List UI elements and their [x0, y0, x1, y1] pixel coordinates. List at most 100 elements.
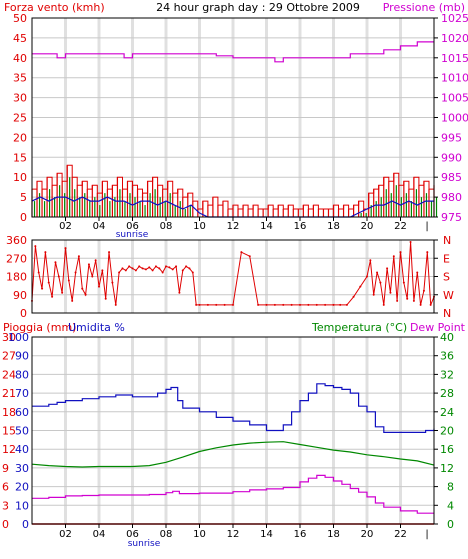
wind-direction-point [47, 281, 50, 284]
humidity-tick-100: 100 [8, 331, 29, 344]
x-tick-label-14-bottom: 14 [260, 529, 273, 540]
wind-direction-point [84, 293, 87, 296]
wind-direction-point [181, 269, 184, 272]
temperature-axis-label: Temperatura (°C) [311, 321, 407, 334]
x-tick-label-02-top: 02 [59, 221, 72, 232]
wind-direction-point [195, 303, 198, 306]
wind-tick-15: 15 [13, 151, 27, 164]
humidity-tick-30: 30 [15, 462, 29, 475]
wind-direction-point [178, 291, 181, 294]
wind-direction-point [412, 299, 415, 302]
wind-direction-point [307, 303, 310, 306]
dewpoint-axis-label: Dew Point [410, 321, 466, 334]
humidity-tick-80: 80 [15, 368, 29, 381]
average-wind-line [31, 196, 434, 218]
wind-direction-point [34, 245, 37, 248]
wind-direction-point [44, 251, 47, 254]
wind-direction-point [101, 269, 104, 272]
temperature-tick-16: 16 [440, 443, 454, 456]
x-tick-label-04-bottom: 04 [93, 529, 106, 540]
wind-direction-point [392, 255, 395, 258]
temperature-x-axis: 02 04 06 08 10 12 14 16 18 20 22 | [59, 524, 429, 540]
temperature-tick-32: 32 [440, 368, 454, 381]
wind-direction-point [67, 279, 70, 282]
wind-direction-point [406, 297, 409, 300]
rain-tick-3: 3 [2, 499, 9, 512]
pressure-tick-1005: 1005 [441, 92, 468, 105]
x-tick-label-22-bottom: 22 [394, 529, 407, 540]
direction-tick-360: 360 [6, 234, 27, 247]
wind-direction-point [422, 289, 425, 292]
pressure-tick-1000: 1000 [441, 112, 468, 125]
x-tick-label-18-bottom: 18 [327, 529, 340, 540]
gust-line [32, 164, 435, 210]
x-tick-label-18-top: 18 [327, 221, 340, 232]
pressure-tick-975: 975 [441, 211, 462, 224]
direction-degree-axis: 0 90 180 270 360 [6, 234, 27, 320]
humidity-line [32, 383, 435, 433]
wind-direction-point [188, 267, 191, 270]
wind-tick-40: 40 [13, 52, 27, 65]
temperature-tick-36: 36 [440, 350, 454, 363]
temperature-tick-24: 24 [440, 406, 454, 419]
wind-direction-point [121, 267, 124, 270]
x-tick-label-06-top: 06 [126, 221, 139, 232]
wind-direction-point [429, 303, 432, 306]
humidity-axis-label: Umidita % [68, 321, 125, 334]
wind-tick-10: 10 [13, 171, 27, 184]
wind-direction-point [128, 265, 131, 268]
wind-direction-point [114, 303, 117, 306]
wind-direction-point [191, 271, 194, 274]
rain-tick-27: 27 [2, 350, 16, 363]
wind-direction-point [332, 303, 335, 306]
wind-direction-point [223, 303, 226, 306]
sunrise-label-bottom: sunrise [128, 539, 161, 549]
wind-direction-point [426, 251, 429, 254]
wind-direction-point [158, 267, 161, 270]
temperature-line [31, 441, 435, 468]
wind-direction-point [399, 251, 402, 254]
wind-direction-point [282, 303, 285, 306]
wind-direction-point [91, 275, 94, 278]
wind-direction-point [299, 303, 301, 306]
wind-direction-point [81, 287, 84, 290]
wind-direction-point [290, 303, 293, 306]
compass-label-1: E [443, 252, 450, 265]
wind-direction-point [379, 281, 382, 284]
temperature-tick-40: 40 [440, 331, 454, 344]
pressure-tick-990: 990 [441, 151, 462, 164]
pressure-y-axis: 975 980 985 990 995 1000 1005 1010 1015 1020 1025 [434, 12, 468, 224]
x-tick-label-20-bottom: 20 [361, 529, 374, 540]
wind-x-axis: 02 04 06 08 10 12 14 16 18 20 22 | [59, 217, 429, 232]
wind-tick-35: 35 [13, 72, 27, 85]
x-tick-label-06-bottom: 06 [126, 529, 139, 540]
humidity-y-axis: 0 10 20 30 40 50 60 70 80 90 100 [8, 331, 29, 531]
wind-direction-point [124, 269, 127, 272]
dewpoint-line [32, 474, 434, 514]
wind-tick-5: 5 [20, 191, 27, 204]
wind-direction-point [171, 268, 174, 271]
temperature-tick-8: 8 [447, 481, 454, 494]
wind-direction-point [396, 299, 399, 302]
humidity-tick-50: 50 [15, 425, 29, 438]
x-tick-label-22-top: 22 [394, 221, 407, 232]
wind-direction-point [206, 303, 209, 306]
temperature-tick-0: 0 [447, 518, 454, 531]
wind-direction-point [57, 275, 60, 278]
wind-tick-0: 0 [20, 211, 27, 224]
rain-tick-15: 15 [2, 425, 16, 438]
pressure-tick-1010: 1010 [441, 72, 468, 85]
compass-label-3: W [443, 289, 454, 302]
wind-direction-point [77, 255, 80, 258]
rain-axis-label: Pioggia (mm) [3, 321, 76, 334]
x-tick-label-08-top: 08 [160, 221, 173, 232]
x-tick-label-20-top: 20 [361, 221, 374, 232]
pressure-tick-1025: 1025 [441, 12, 468, 25]
humidity-tick-20: 20 [15, 481, 29, 494]
wind-direction-point [151, 269, 154, 272]
wind-direction-point [168, 266, 171, 269]
x-tick-label-10-bottom: 10 [193, 529, 206, 540]
wind-direction-point [359, 285, 362, 288]
wind-direction-point [185, 265, 188, 268]
